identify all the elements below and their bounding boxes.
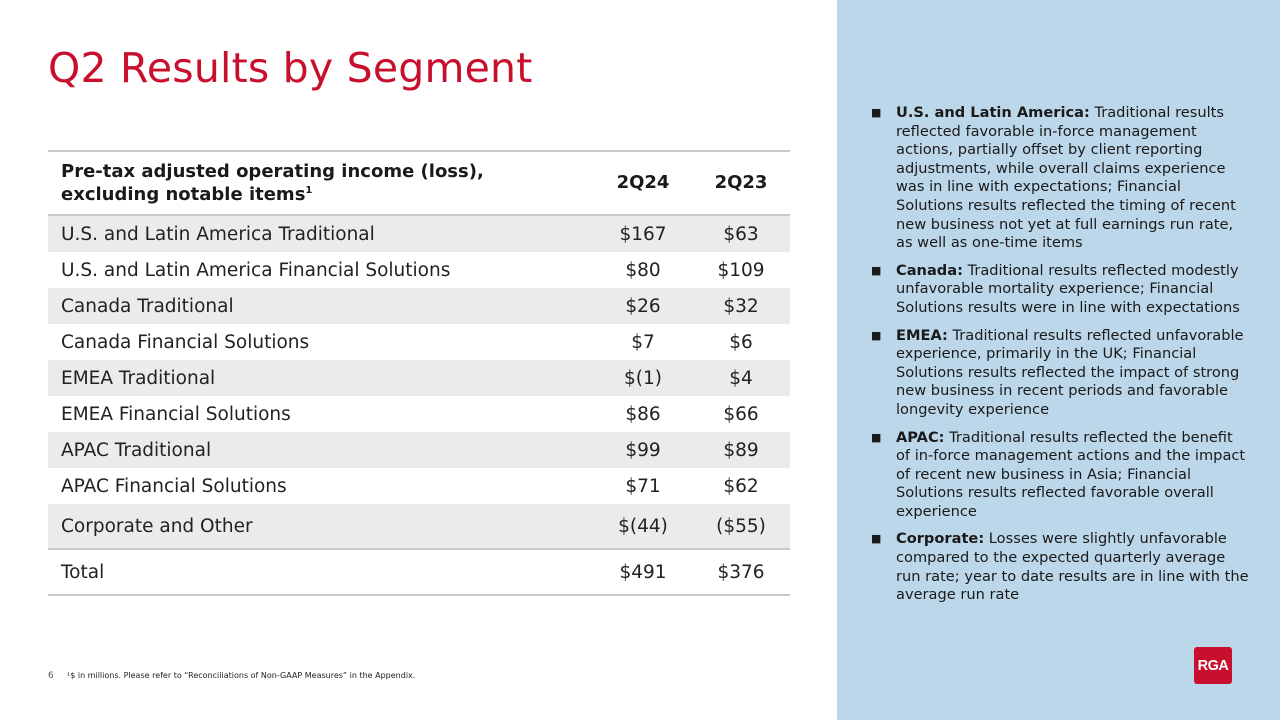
segment-name: EMEA Traditional	[48, 360, 594, 396]
note-heading: EMEA:	[896, 326, 948, 344]
footnote-mark: 1	[305, 185, 313, 196]
value-2q23: $89	[692, 432, 790, 468]
table-row: U.S. and Latin America Traditional $167 …	[48, 215, 790, 252]
footnote: ¹$ in millions. Please refer to “Reconci…	[67, 671, 416, 680]
table-row: Canada Financial Solutions $7 $6	[48, 324, 790, 360]
value-2q24: $167	[594, 215, 692, 252]
value-2q24: $26	[594, 288, 692, 324]
table-row: EMEA Traditional $(1) $4	[48, 360, 790, 396]
results-table: Pre-tax adjusted operating income (loss)…	[48, 150, 790, 596]
note-text: Losses were slightly unfavorable compare…	[896, 530, 1249, 604]
total-2q23: $376	[717, 561, 765, 583]
value-2q23: $6	[729, 331, 753, 353]
header-line-1: Pre-tax adjusted operating income (loss)…	[61, 160, 484, 182]
table-row: Canada Traditional $26 $32	[48, 288, 790, 324]
note-text: Traditional results reflected the benefi…	[896, 428, 1246, 520]
value-2q24: $(1)	[594, 360, 692, 396]
bullet-icon: ■	[871, 106, 882, 119]
page-title: Q2 Results by Segment	[48, 44, 533, 92]
value-2q24: $(44)	[594, 504, 692, 549]
value-2q23: $62	[723, 475, 759, 497]
table-row: EMEA Financial Solutions $86 $66	[48, 396, 790, 432]
note-text: Traditional results reflected unfavorabl…	[896, 326, 1244, 418]
rga-logo: RGA	[1194, 647, 1232, 684]
value-2q23: $66	[723, 403, 759, 425]
note-text: Traditional results reflected modestly u…	[896, 261, 1240, 316]
note-heading: Canada:	[896, 261, 963, 279]
total-2q24: $491	[619, 561, 667, 583]
list-item: ■ Corporate: Losses were slightly unfavo…	[869, 530, 1249, 604]
segment-name: U.S. and Latin America Financial Solutio…	[61, 259, 451, 281]
note-heading: U.S. and Latin America:	[896, 104, 1090, 121]
note-heading: Corporate:	[896, 530, 985, 548]
commentary-sidebar: ■ U.S. and Latin America: Traditional re…	[837, 0, 1280, 720]
value-2q23: $32	[692, 288, 790, 324]
bullet-icon: ■	[871, 430, 882, 444]
value-2q24: $99	[594, 432, 692, 468]
list-item: ■ Canada: Traditional results reflected …	[869, 262, 1249, 318]
header-line-2: excluding notable items	[61, 184, 306, 205]
segment-name: U.S. and Latin America Traditional	[48, 215, 594, 252]
segment-name: Corporate and Other	[48, 504, 594, 549]
table-row: U.S. and Latin America Financial Solutio…	[48, 252, 790, 288]
value-2q24: $86	[625, 403, 661, 425]
value-2q23: $63	[692, 215, 790, 252]
column-header-2q23: 2Q23	[714, 172, 768, 194]
bullet-icon: ■	[871, 532, 882, 546]
value-2q23: $4	[692, 360, 790, 396]
bullet-icon: ■	[871, 328, 882, 342]
value-2q23: ($55)	[692, 504, 790, 549]
commentary-list: ■ U.S. and Latin America: Traditional re…	[869, 104, 1249, 614]
bullet-icon: ■	[871, 263, 882, 277]
table-row: Corporate and Other $(44) ($55)	[48, 504, 790, 549]
total-row: Total $491 $376	[48, 549, 790, 595]
segment-name: APAC Traditional	[48, 432, 594, 468]
segment-column-header: Pre-tax adjusted operating income (loss)…	[48, 151, 594, 215]
segment-name: Canada Traditional	[48, 288, 594, 324]
list-item: ■ EMEA: Traditional results reflected un…	[869, 327, 1249, 420]
note-text: Traditional results reflected favorable …	[896, 104, 1236, 252]
segment-name: Canada Financial Solutions	[61, 331, 310, 353]
table-row: APAC Financial Solutions $71 $62	[48, 468, 790, 504]
value-2q23: $109	[717, 259, 765, 281]
value-2q24: $71	[625, 475, 661, 497]
list-item: ■ U.S. and Latin America: Traditional re…	[869, 104, 1249, 253]
segment-results-table: Pre-tax adjusted operating income (loss)…	[48, 150, 790, 596]
table-row: APAC Traditional $99 $89	[48, 432, 790, 468]
segment-name: EMEA Financial Solutions	[61, 403, 291, 425]
page-number: 6	[48, 671, 54, 681]
value-2q24: $80	[625, 259, 661, 281]
column-header-2q24: 2Q24	[616, 172, 670, 194]
table-header-row: Pre-tax adjusted operating income (loss)…	[48, 151, 790, 215]
total-label: Total	[61, 561, 105, 583]
segment-name: APAC Financial Solutions	[61, 475, 287, 497]
list-item: ■ APAC: Traditional results reflected th…	[869, 429, 1249, 522]
value-2q24: $7	[631, 331, 655, 353]
note-heading: APAC:	[896, 428, 945, 446]
